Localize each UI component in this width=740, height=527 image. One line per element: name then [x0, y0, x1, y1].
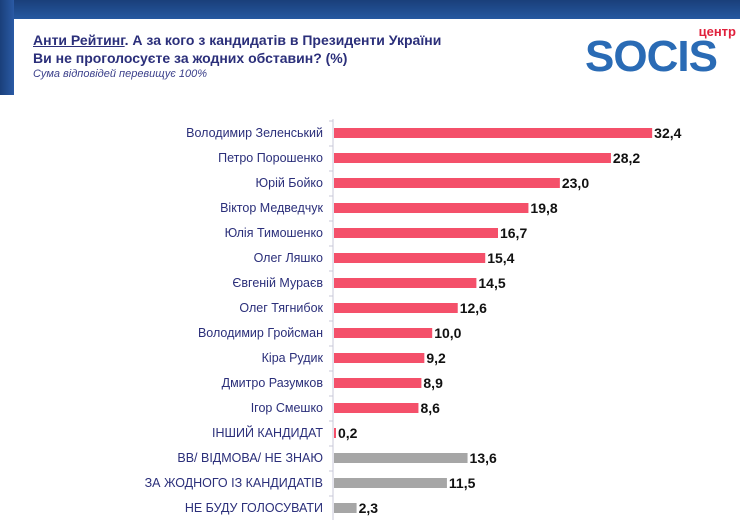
bar: [334, 453, 468, 463]
value-label: 32,4: [654, 125, 681, 141]
bar: [334, 328, 433, 338]
value-label: 13,6: [470, 450, 497, 466]
category-label: Кіра Рудик: [262, 351, 324, 365]
category-label: Ігор Смешко: [251, 401, 323, 415]
bar: [334, 378, 422, 388]
value-label: 12,6: [460, 300, 487, 316]
bar: [334, 278, 477, 288]
value-label: 8,9: [423, 375, 443, 391]
value-label: 9,2: [426, 350, 446, 366]
category-label: Володимир Гройсман: [198, 326, 323, 340]
bar: [334, 403, 419, 413]
bar: [334, 303, 458, 313]
category-label: Юрій Бойко: [255, 176, 323, 190]
bar: [334, 253, 486, 263]
bar: [334, 178, 560, 188]
left-band: [0, 0, 14, 95]
bar: [334, 353, 425, 363]
category-label: Віктор Медведчук: [220, 201, 323, 215]
category-label: ЗА ЖОДНОГО ІЗ КАНДИДАТІВ: [145, 476, 323, 490]
category-label: Олег Тягнибок: [239, 301, 323, 315]
value-label: 8,6: [420, 400, 440, 416]
category-label: ВВ/ ВІДМОВА/ НЕ ЗНАЮ: [177, 451, 323, 465]
value-label: 11,5: [449, 475, 476, 491]
bar: [334, 478, 447, 488]
bar: [334, 153, 611, 163]
value-label: 19,8: [530, 200, 557, 216]
bar: [334, 203, 529, 213]
bar: [334, 128, 653, 138]
bar: [334, 503, 357, 513]
category-label: Петро Порошенко: [218, 151, 323, 165]
category-label: Євгеній Мураєв: [232, 276, 323, 290]
category-label: НЕ БУДУ ГОЛОСУВАТИ: [185, 501, 323, 515]
socis-logo: центр SOCIS: [585, 24, 736, 81]
value-label: 10,0: [434, 325, 461, 341]
chart-title: Анти Рейтинг. А за кого з кандидатів в П…: [33, 31, 463, 67]
category-label: Володимир Зеленський: [186, 126, 323, 140]
top-band: [0, 0, 740, 19]
value-label: 14,5: [478, 275, 505, 291]
value-label: 15,4: [487, 250, 514, 266]
category-label: Юлія Тимошенко: [225, 226, 323, 240]
value-label: 0,2: [338, 425, 358, 441]
value-label: 2,3: [359, 500, 379, 516]
category-label: Олег Ляшко: [254, 251, 323, 265]
title-text: . А за кого з кандидатів в Президенти Ук…: [33, 32, 442, 66]
title-link: Анти Рейтинг: [33, 32, 125, 48]
bar: [334, 228, 498, 238]
chart-subtitle: Сума відповідей перевищує 100%: [33, 68, 208, 80]
value-label: 23,0: [562, 175, 589, 191]
value-label: 28,2: [613, 150, 640, 166]
value-label: 16,7: [500, 225, 527, 241]
bar: [334, 428, 336, 438]
category-label: ІНШИЙ КАНДИДАТ: [212, 425, 323, 440]
category-label: Дмитро Разумков: [222, 376, 324, 390]
